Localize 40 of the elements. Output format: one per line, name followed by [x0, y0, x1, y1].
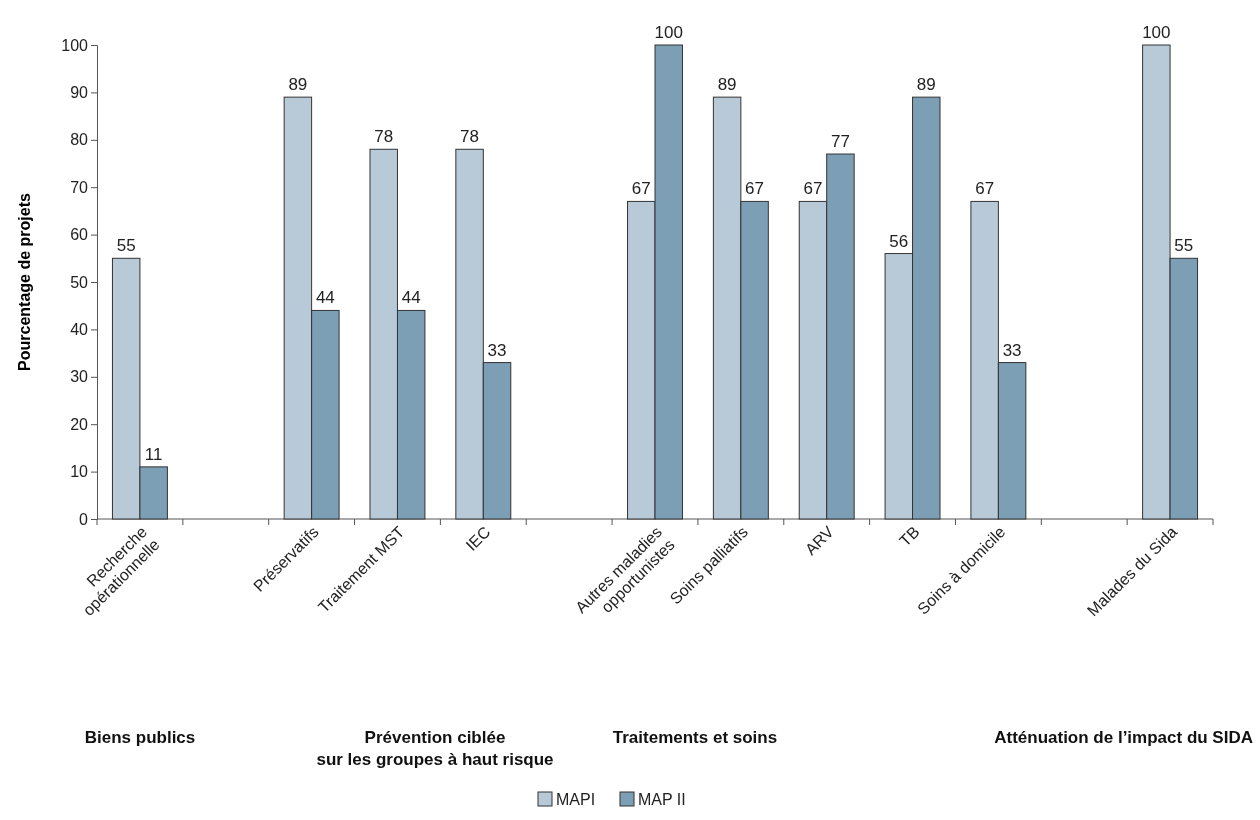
data-label: 77 [830, 132, 850, 152]
data-label: 33 [487, 340, 507, 360]
data-label: 89 [717, 75, 737, 95]
text: Prévention ciblée sur les groupes à haut risque [316, 728, 554, 769]
data-label: 89 [916, 75, 936, 95]
y-tick-label: 20 [70, 415, 89, 433]
text: Traitements et soins [612, 728, 778, 747]
y-axis-title: Pourcentage de projets [16, 192, 33, 371]
data-label: 100 [1142, 23, 1171, 42]
y-tick-label: 10 [70, 463, 89, 481]
y-tick-label: 80 [70, 131, 89, 149]
y-tick-label: 90 [70, 84, 89, 102]
data-label: 78 [460, 127, 480, 147]
text: Biens publics [84, 728, 196, 747]
data-label: 67 [745, 179, 765, 199]
data-label: 56 [889, 231, 909, 251]
y-tick-label: 60 [70, 226, 89, 244]
data-label: 44 [401, 288, 421, 308]
data-label: 55 [116, 236, 136, 256]
y-tick-label: 30 [70, 368, 89, 386]
x-tick-label: TB [896, 523, 923, 550]
y-tick-label: 100 [61, 36, 89, 54]
data-label: 100 [654, 23, 683, 42]
y-tick-label: 40 [70, 321, 89, 339]
data-label: 55 [1174, 236, 1194, 256]
data-label: 67 [631, 179, 651, 199]
data-label: 33 [1002, 340, 1022, 360]
x-tick-label: IEC [462, 523, 494, 554]
text: Atténuation de l’impact du SIDA [994, 728, 1253, 747]
legend-label: MAPI [556, 791, 596, 808]
data-label: 44 [315, 288, 335, 308]
data-label: 67 [975, 179, 995, 199]
y-tick-label: 0 [79, 510, 89, 528]
data-label: 67 [803, 179, 823, 199]
legend-label: MAP II [638, 791, 686, 808]
y-tick-label: 70 [70, 178, 89, 196]
data-label: 89 [288, 75, 308, 95]
data-label: 78 [374, 127, 394, 147]
y-tick-label: 50 [70, 273, 89, 291]
data-label: 11 [144, 444, 163, 464]
